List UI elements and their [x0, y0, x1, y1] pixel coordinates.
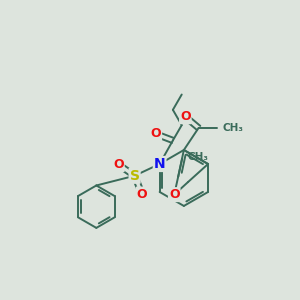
- Text: O: O: [180, 110, 190, 123]
- Text: N: N: [154, 157, 165, 171]
- Text: O: O: [169, 188, 180, 201]
- Text: O: O: [137, 188, 147, 200]
- Text: CH₃: CH₃: [222, 123, 243, 133]
- Text: S: S: [130, 169, 140, 183]
- Text: O: O: [113, 158, 124, 171]
- Text: O: O: [151, 128, 161, 140]
- Text: CH₃: CH₃: [188, 152, 208, 162]
